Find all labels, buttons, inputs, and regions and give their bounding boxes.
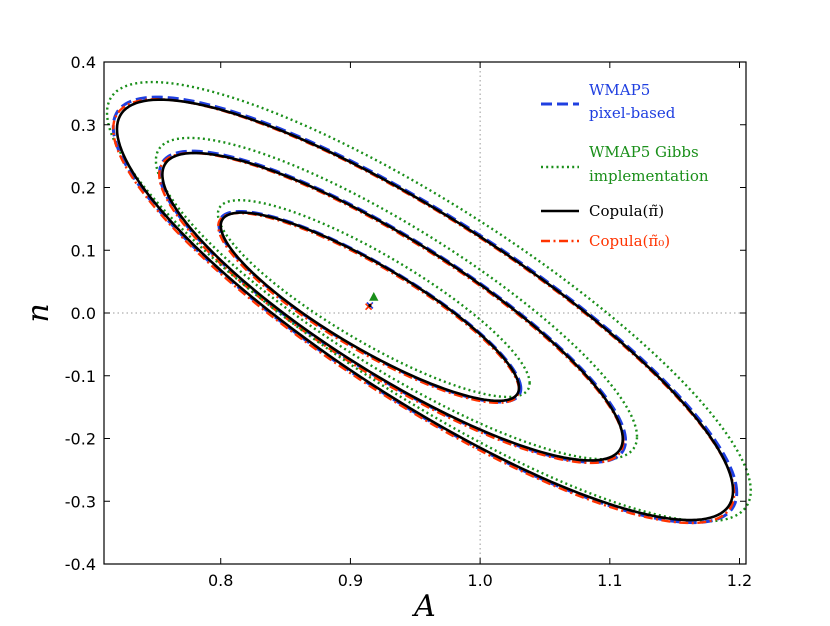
y-tick-label: -0.3 [65, 492, 96, 511]
center-marker-gibbs [369, 291, 379, 301]
contour-middle-solid [161, 151, 625, 462]
tick-labels: 0.8 0.9 1.0 1.1 1.2 0.4 0.3 0.2 0.1 0.0 -0.1 -0.2 -0… [65, 53, 752, 590]
x-tick-label: 0.8 [208, 571, 233, 590]
y-tick-label: 0.3 [71, 116, 96, 135]
contour-outer-dashdot [112, 98, 736, 525]
contour-outer-dotted [105, 80, 752, 523]
legend: WMAP5 pixel-based WMAP5 Gibbs implementatio… [541, 81, 709, 250]
y-tick-label: 0.0 [71, 304, 96, 323]
contour-layer [105, 80, 752, 525]
contour-middle-dotted [154, 136, 639, 461]
y-tick-label: -0.1 [65, 367, 96, 386]
x-axis-label: A [411, 589, 436, 624]
legend-label: WMAP5 [589, 81, 650, 99]
legend-label: Copula(π̃) [589, 202, 664, 220]
y-tick-label: 0.1 [71, 241, 96, 260]
x-tick-label: 1.0 [467, 571, 492, 590]
contour-inner-dashdot [217, 211, 521, 405]
legend-label: implementation [589, 167, 709, 185]
legend-label: WMAP5 Gibbs [589, 143, 699, 161]
y-axis-label: n [21, 303, 56, 322]
y-tick-label: 0.4 [71, 53, 96, 72]
center-markers [365, 291, 379, 311]
contour-inner-solid [219, 211, 521, 403]
center-marker-copula [368, 303, 372, 308]
x-tick-label: 0.9 [338, 571, 363, 590]
y-tick-label: -0.2 [65, 430, 96, 449]
x-tick-label: 1.1 [597, 571, 622, 590]
legend-label: Copula(π̃₀) [589, 232, 670, 250]
legend-label: pixel-based [589, 104, 676, 122]
y-tick-label: 0.2 [71, 179, 96, 198]
tick-marks [104, 61, 746, 565]
contour-outer-solid [115, 98, 735, 522]
x-tick-label: 1.2 [727, 571, 752, 590]
y-tick-label: -0.4 [65, 555, 96, 574]
